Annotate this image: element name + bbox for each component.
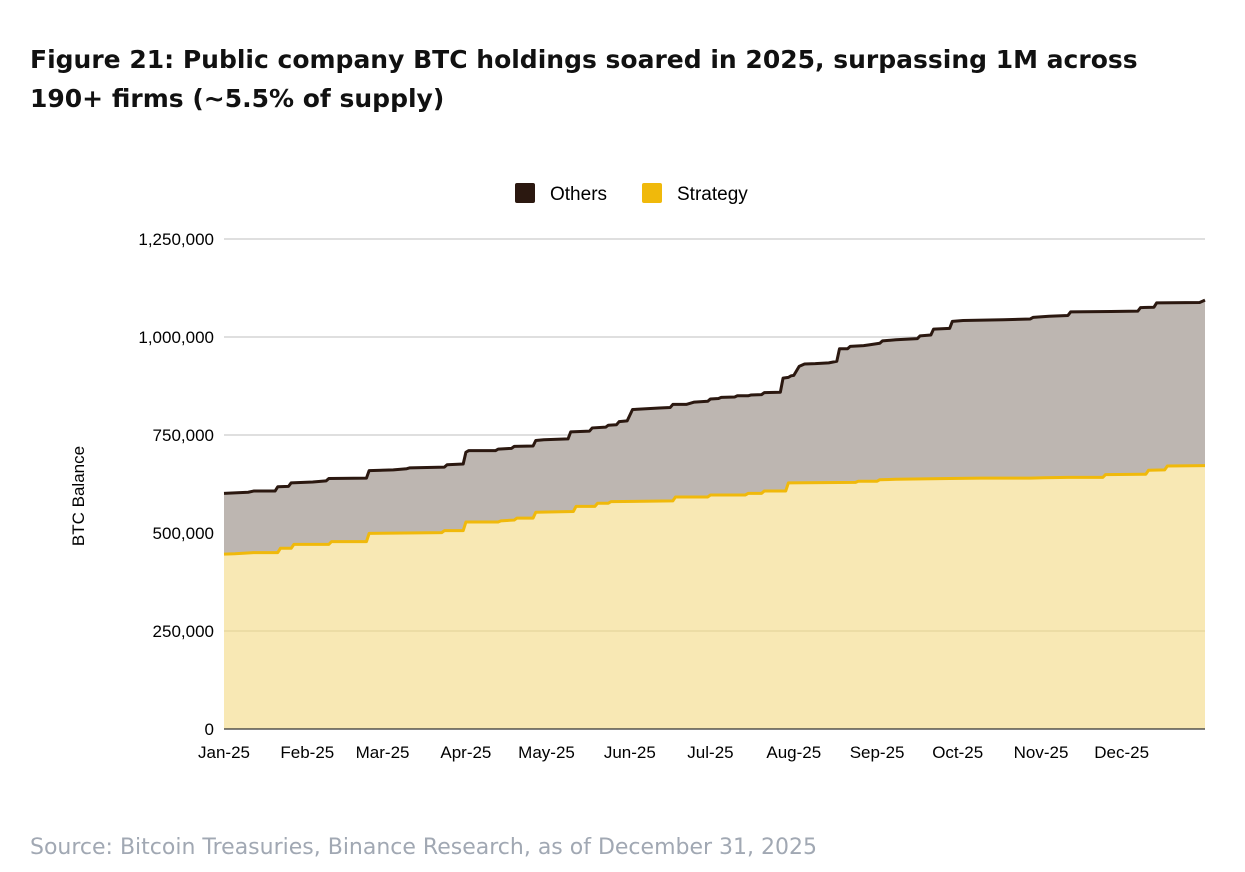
x-tick-label: Jan-25 [198, 743, 250, 762]
line-layer [223, 298, 1206, 556]
strategy-area [224, 465, 1205, 729]
y-axis-label: BTC Balance [69, 446, 88, 546]
legend-label: Others [550, 184, 607, 205]
x-tick-label: Sep-25 [850, 743, 905, 762]
x-tick-label: Jun-25 [604, 743, 656, 762]
area-layer [224, 300, 1205, 729]
legend-swatch [515, 183, 535, 203]
x-tick-label: Feb-25 [280, 743, 334, 762]
others-area [224, 300, 1205, 555]
y-tick-label: 750,000 [153, 426, 214, 445]
figure-title: Figure 21: Public company BTC holdings s… [30, 45, 1138, 113]
x-tick-label: Aug-25 [766, 743, 821, 762]
x-tick-label: Jul-25 [687, 743, 733, 762]
legend: Others Strategy [515, 183, 748, 205]
x-tick-label: May-25 [518, 743, 575, 762]
axis-layer: 0 250,000 500,000 750,000 1,000,000 1,250,000… [138, 230, 1205, 762]
x-tick-label: Apr-25 [440, 743, 491, 762]
others-line [223, 298, 1206, 495]
legend-label: Strategy [677, 184, 748, 205]
strategy-line [223, 464, 1206, 556]
x-tick-label: Mar-25 [356, 743, 410, 762]
y-tick-label: 500,000 [153, 524, 214, 543]
y-tick-label: 250,000 [153, 622, 214, 641]
y-tick-label: 1,000,000 [138, 328, 214, 347]
x-tick-label: Dec-25 [1094, 743, 1149, 762]
x-tick-label: Oct-25 [932, 743, 983, 762]
legend-swatch [642, 183, 662, 203]
x-tick-label: Nov-25 [1014, 743, 1069, 762]
y-tick-label: 0 [205, 720, 214, 739]
figure-source: Source: Bitcoin Treasuries, Binance Rese… [30, 835, 818, 860]
y-tick-label: 1,250,000 [138, 230, 214, 249]
